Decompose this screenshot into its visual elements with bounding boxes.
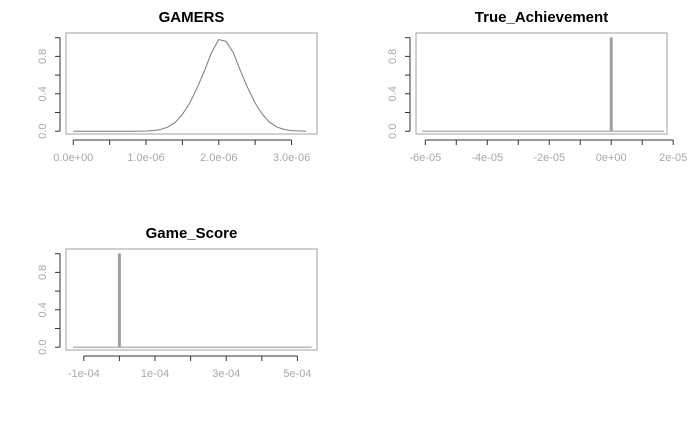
density-line: [422, 37, 664, 132]
x-tick-label: -6e-05: [409, 152, 441, 164]
y-tick-label: 0.8: [387, 49, 399, 64]
density-line: [73, 39, 307, 132]
chart-panel-2: True_Achievement -6e-05 -4e-05 -2e-05 0e+00 2…: [387, 9, 687, 164]
x-tick-label: 0e+00: [596, 152, 627, 164]
plot-frame: [65, 248, 318, 351]
x-tick-label: 2e-05: [659, 152, 687, 164]
y-tick-label: 0.0: [387, 124, 399, 139]
y-tick-label: 0.8: [37, 49, 49, 64]
chart-panel-3: Game_Score -1e-04 1e-04 3e-04 5e-04 0.0 0.4 0.8: [37, 225, 318, 380]
y-tick-label: 0.4: [37, 302, 49, 317]
x-tick-label: 3.0e-06: [273, 152, 310, 164]
chart-title: Game_Score: [146, 225, 238, 242]
x-tick-label: 5e-04: [283, 368, 311, 380]
y-tick-label: 0.4: [37, 86, 49, 101]
y-tick-label: 0.0: [37, 124, 49, 139]
x-tick-label: 1e-04: [141, 368, 169, 380]
x-tick-label: 1.0e-06: [127, 152, 164, 164]
chart-title: True_Achievement: [475, 9, 608, 26]
y-tick-label: 0.8: [37, 265, 49, 280]
x-tick-label: -2e-05: [533, 152, 565, 164]
x-tick-label: 3e-04: [212, 368, 240, 380]
x-tick-label: -1e-04: [68, 368, 100, 380]
density-line: [73, 253, 312, 348]
y-tick-label: 0.4: [387, 86, 399, 101]
plot-frame: [65, 32, 318, 135]
x-tick-label: -4e-05: [471, 152, 503, 164]
x-tick-label: 0.0e+00: [53, 152, 93, 164]
plot-frame: [415, 32, 668, 135]
x-tick-label: 2.0e-06: [200, 152, 237, 164]
chart-panel-1: GAMERS 0.0e+00 1.0e-06 2.0e-06 3.0e-06 0.0 0.4…: [37, 9, 318, 164]
chart-title: GAMERS: [159, 9, 225, 26]
y-tick-label: 0.0: [37, 340, 49, 355]
